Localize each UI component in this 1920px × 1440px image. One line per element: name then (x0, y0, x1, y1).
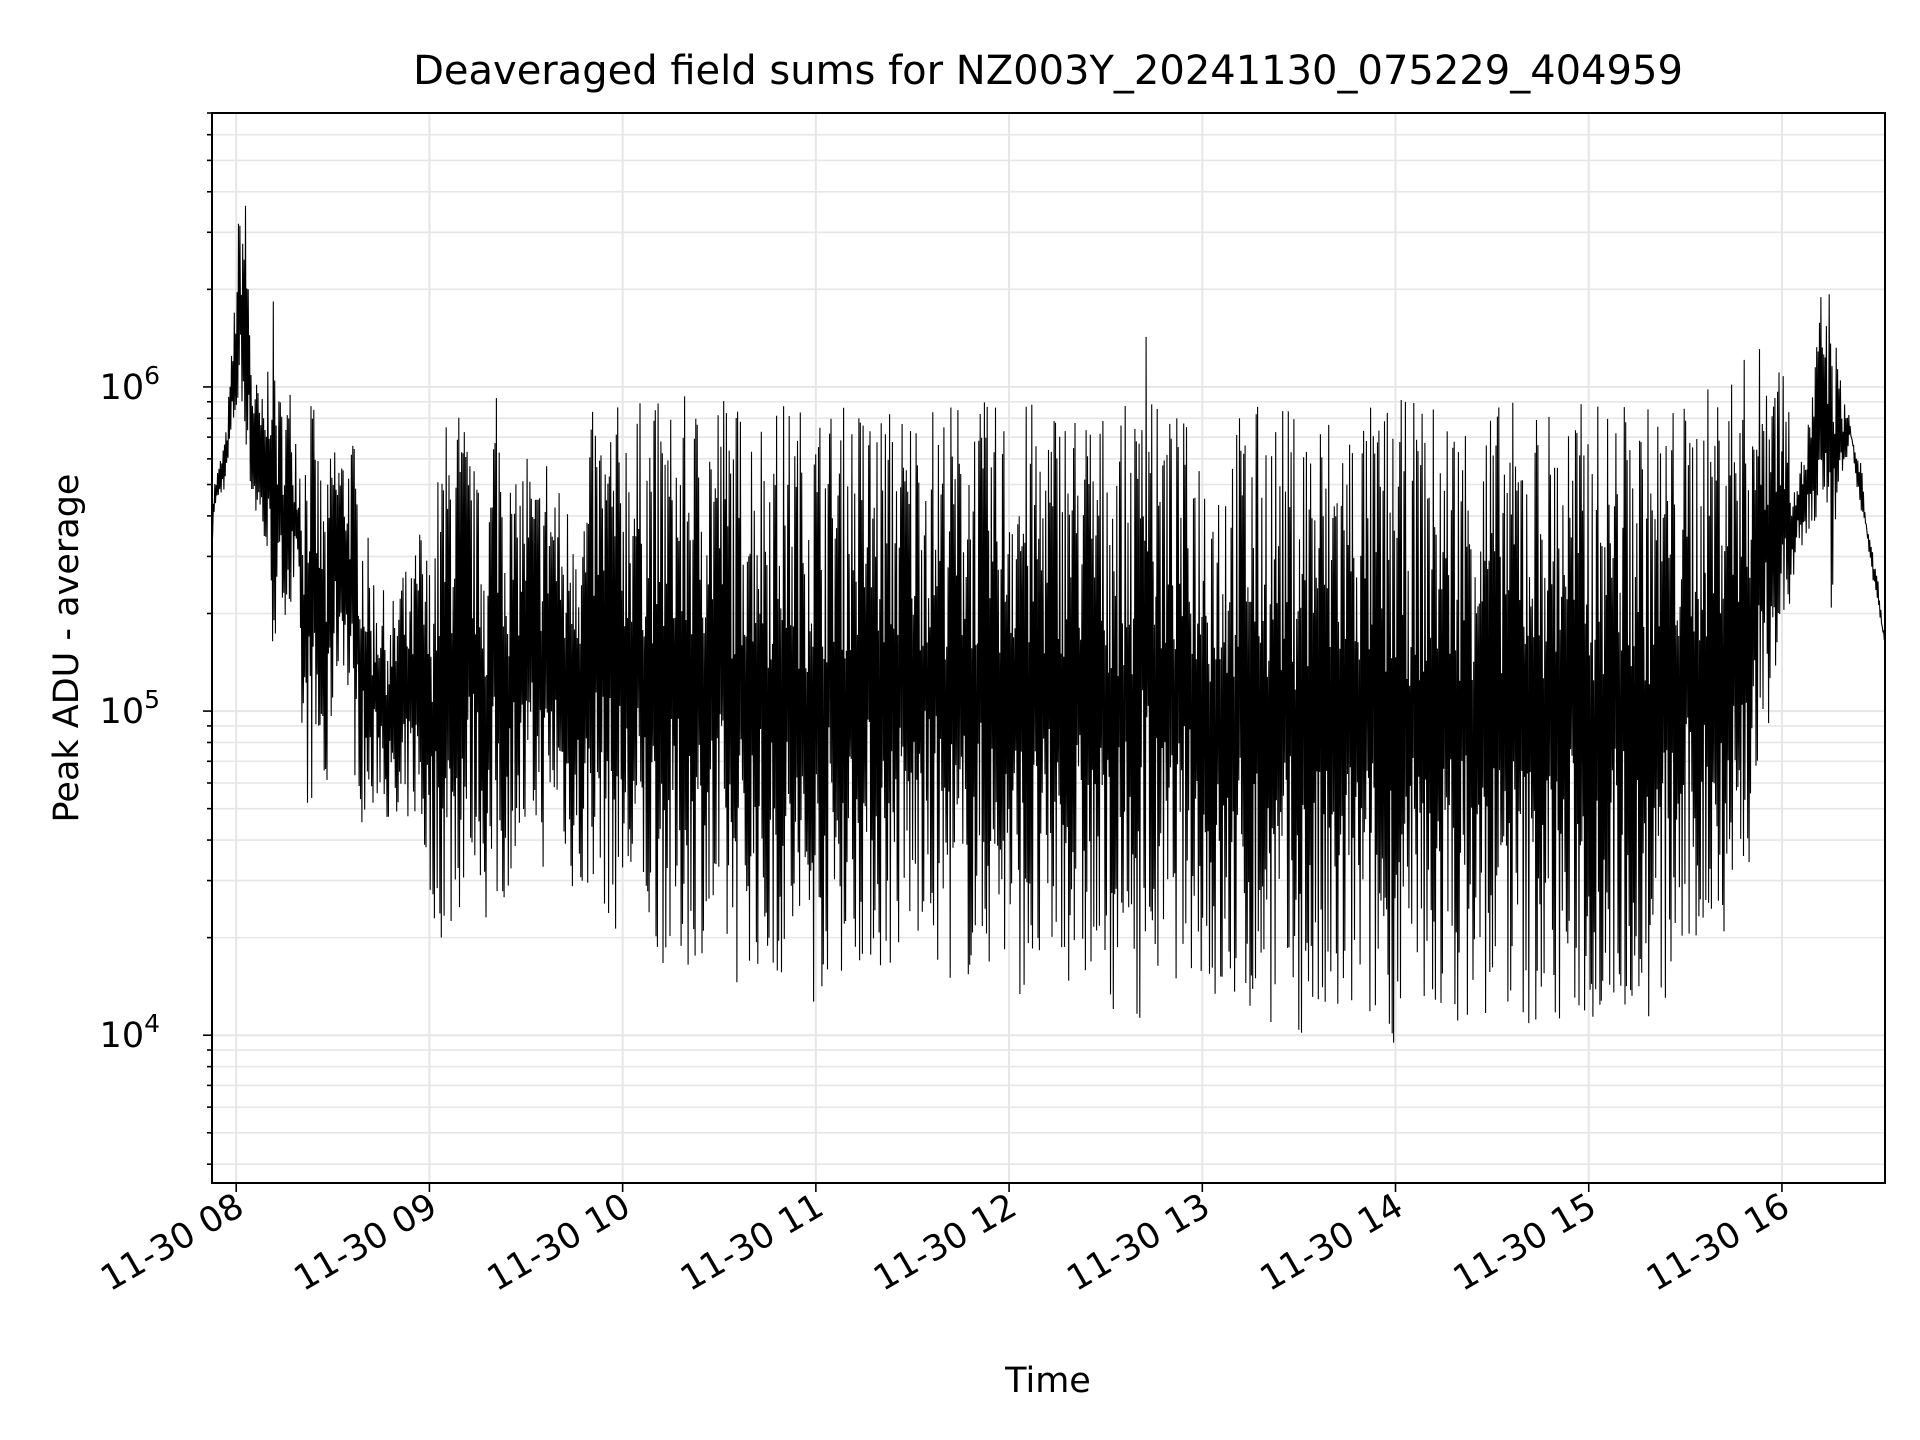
y-tick-label: 104 (100, 1009, 160, 1056)
y-tick-label: 105 (100, 685, 160, 732)
series-line (212, 205, 1885, 1043)
y-tick-label: 106 (100, 361, 160, 408)
chart-title: Deaveraged field sums for NZ003Y_2024113… (413, 48, 1683, 94)
x-axis-label: Time (1004, 1361, 1091, 1401)
y-axis-label: Peak ADU - average (47, 474, 87, 823)
plot-frame (211, 112, 1886, 1184)
data-layer (212, 205, 1885, 1043)
